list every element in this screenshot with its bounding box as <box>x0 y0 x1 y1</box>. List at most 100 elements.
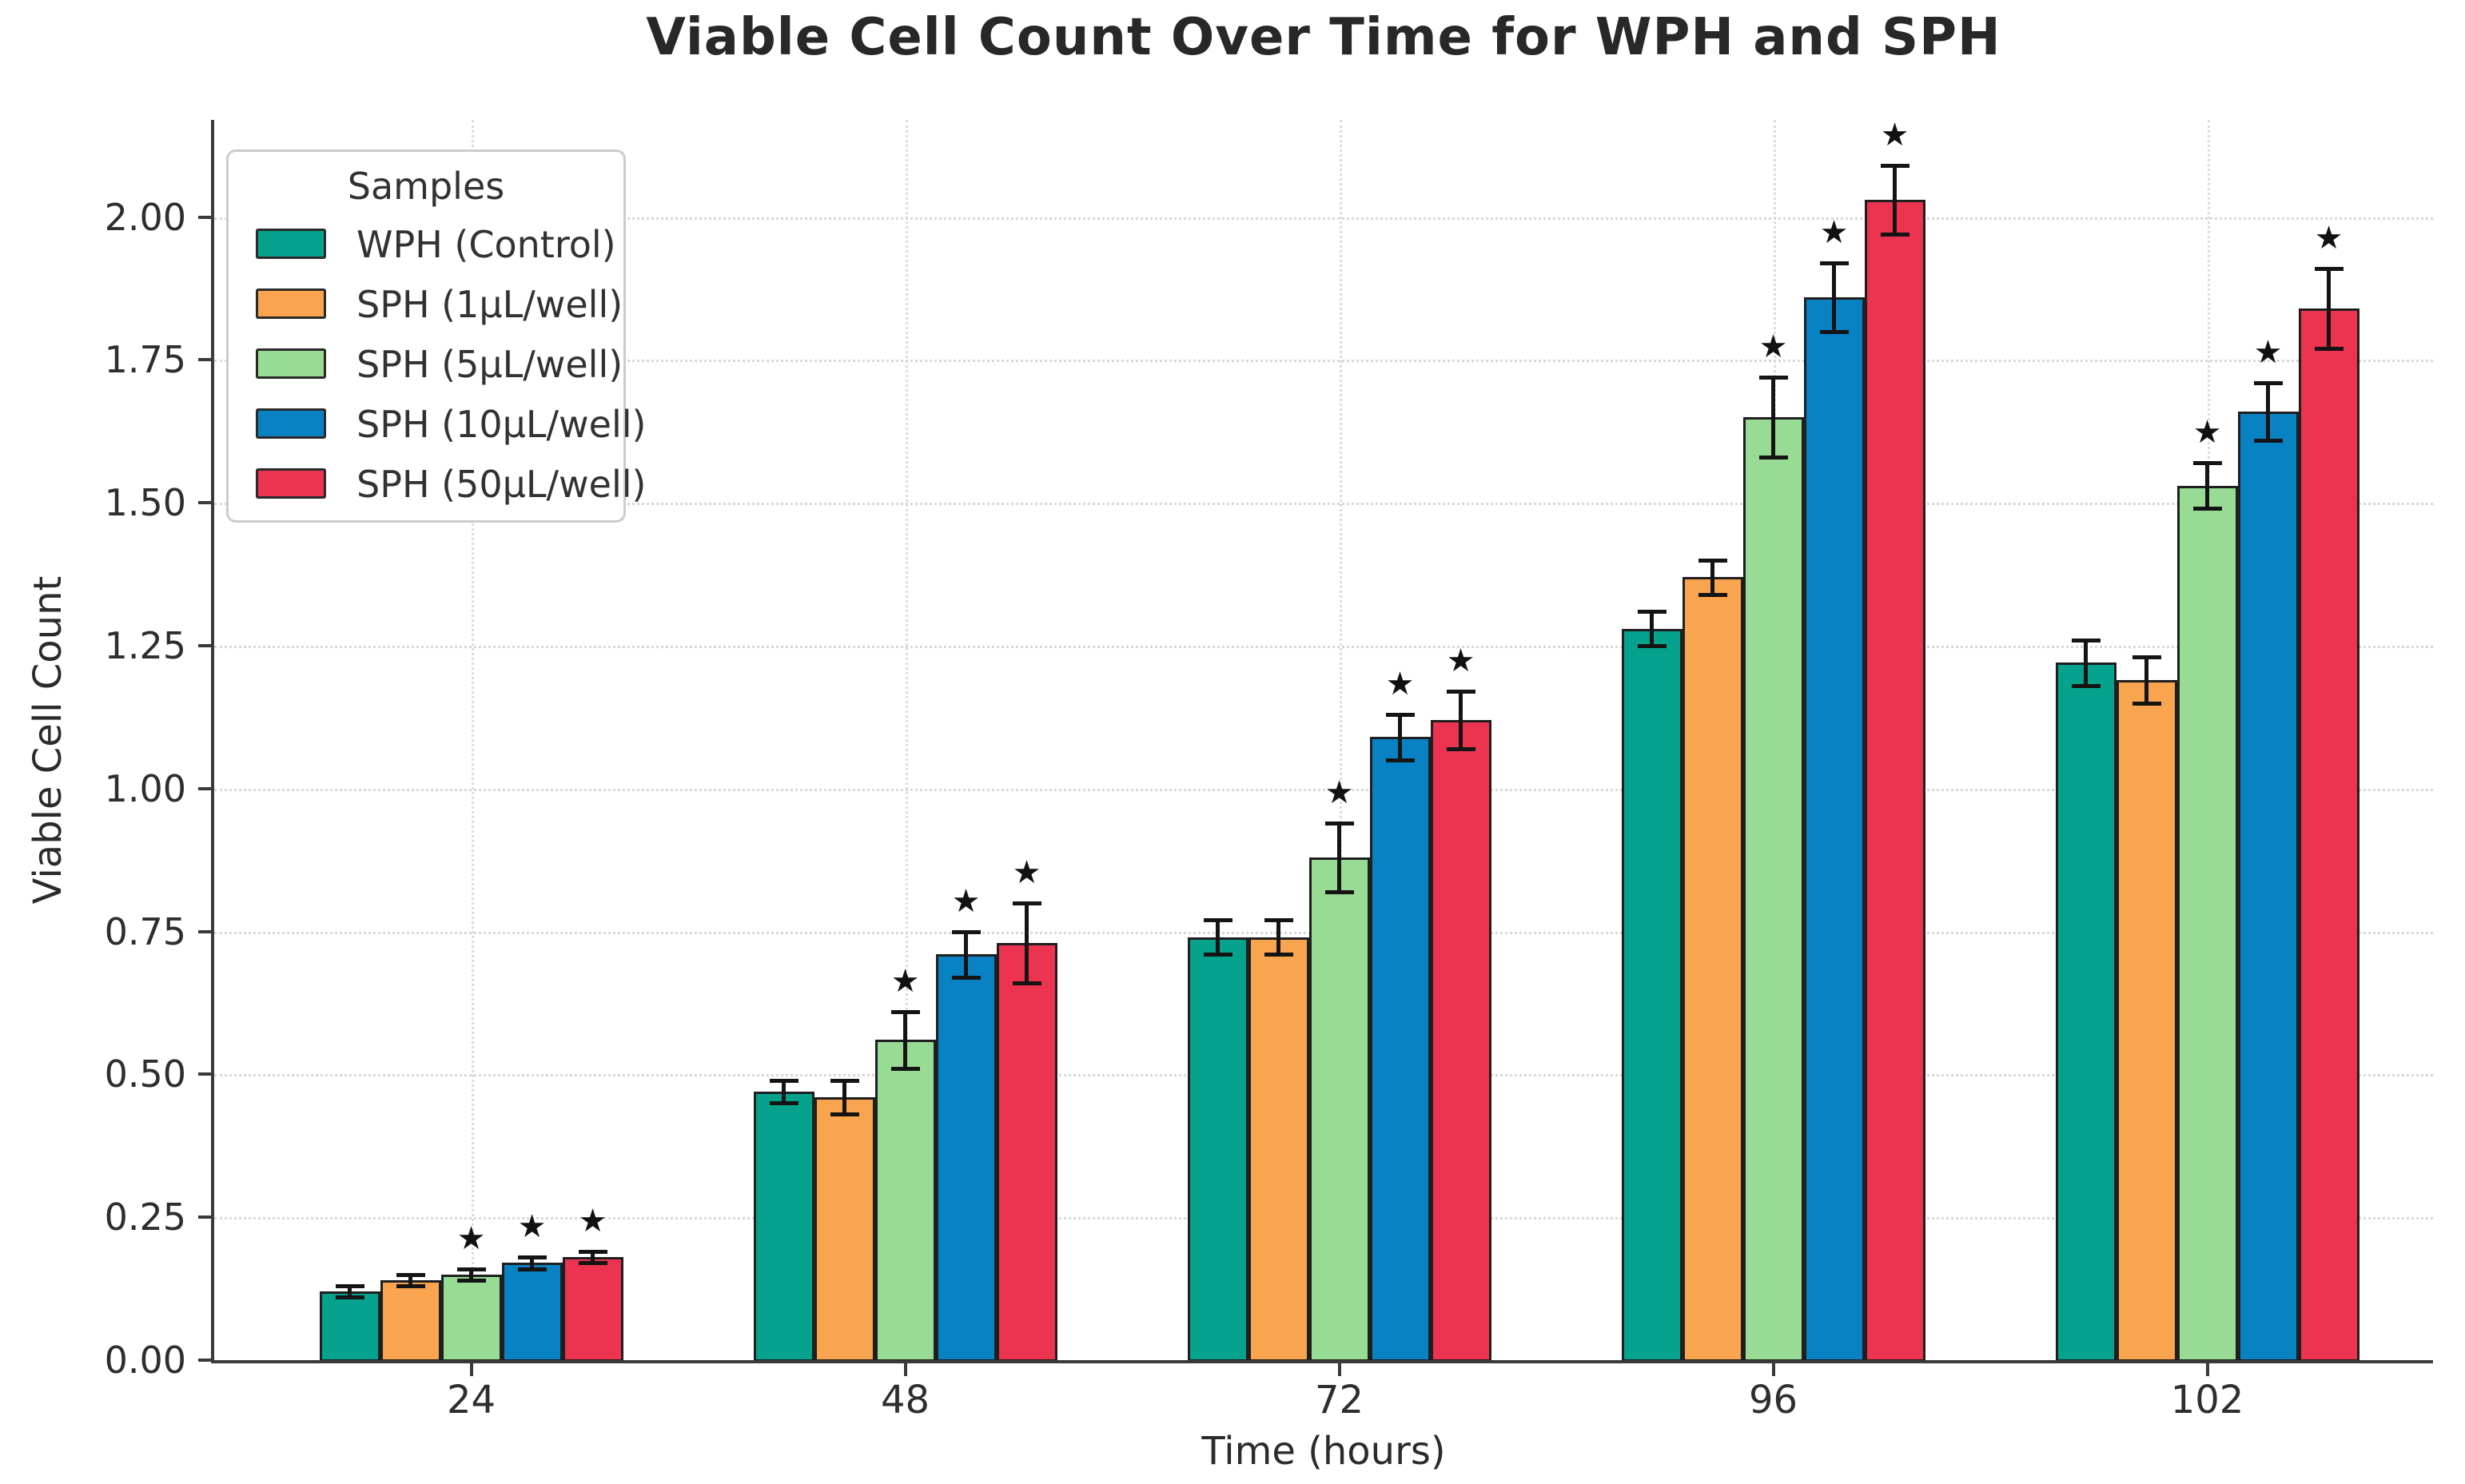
significance-star: ★ <box>1446 643 1475 680</box>
chart-title: Viable Cell Count Over Time for WPH and … <box>646 8 2001 67</box>
bar <box>2116 679 2177 1362</box>
bar <box>1864 200 1925 1362</box>
error-bar <box>2266 382 2270 440</box>
error-bar <box>530 1257 534 1269</box>
y-tick-label: 1.75 <box>104 338 186 382</box>
horizontal-gridline <box>214 360 2433 363</box>
error-bar <box>591 1251 595 1263</box>
error-bar <box>2327 268 2331 349</box>
bar <box>1187 937 1248 1362</box>
bar <box>1369 737 1431 1362</box>
bar <box>1621 628 1682 1362</box>
error-bar <box>1025 902 1029 983</box>
error-bar-cap-bottom <box>1446 746 1475 751</box>
legend-swatch <box>256 348 326 379</box>
error-bar-cap-bottom <box>1012 981 1041 985</box>
error-bar-cap-top <box>890 1009 920 1014</box>
bar <box>1682 577 1743 1362</box>
significance-star: ★ <box>456 1219 486 1257</box>
significance-star: ★ <box>2314 219 2344 257</box>
error-bar-cap-bottom <box>830 1112 859 1117</box>
y-tick-mark <box>198 215 213 219</box>
error-bar <box>842 1080 846 1115</box>
x-tick-mark <box>903 1363 907 1376</box>
error-bar-cap-bottom <box>1637 643 1667 648</box>
error-bar-cap-top <box>830 1078 859 1083</box>
significance-star: ★ <box>1012 853 1041 891</box>
y-tick-label: 1.50 <box>104 481 186 525</box>
bar <box>753 1091 814 1362</box>
legend-label: SPH (10µL/well) <box>356 403 647 446</box>
error-bar <box>1216 920 1220 955</box>
legend-item: SPH (50µL/well) <box>229 462 646 507</box>
error-bar-cap-bottom <box>2071 684 2101 689</box>
error-bar-cap-top <box>1880 164 1909 169</box>
error-bar-cap-top <box>1264 918 1293 923</box>
error-bar <box>1337 822 1341 892</box>
error-bar-cap-bottom <box>456 1278 486 1283</box>
bar <box>1430 719 1491 1362</box>
bar <box>1308 857 1370 1362</box>
legend-title: Samples <box>347 165 505 208</box>
error-bar-cap-top <box>456 1267 486 1271</box>
error-bar-cap-top <box>517 1255 547 1260</box>
bar <box>874 1040 936 1362</box>
error-bar-cap-top <box>2253 380 2283 385</box>
error-bar <box>1398 714 1402 761</box>
legend-item: SPH (5µL/well) <box>229 342 623 387</box>
error-bar-cap-top <box>1819 261 1849 265</box>
error-bar-cap-bottom <box>2192 507 2222 511</box>
y-tick-label: 1.25 <box>104 623 186 667</box>
error-bar <box>469 1268 473 1280</box>
legend-label: SPH (5µL/well) <box>356 343 623 386</box>
error-bar-cap-top <box>951 929 981 934</box>
error-bar-cap-top <box>335 1284 364 1289</box>
y-tick-mark <box>198 358 213 362</box>
significance-star: ★ <box>2253 333 2283 371</box>
legend-label: SPH (1µL/well) <box>356 283 623 326</box>
y-tick-mark <box>198 786 213 790</box>
horizontal-gridline <box>214 645 2433 648</box>
error-bar <box>408 1274 412 1287</box>
error-bar-cap-top <box>396 1272 425 1277</box>
error-bar-cap-bottom <box>890 1067 920 1072</box>
legend-swatch <box>256 229 326 259</box>
legend-label: SPH (50µL/well) <box>356 463 647 506</box>
significance-star: ★ <box>951 882 981 920</box>
error-bar <box>782 1080 786 1104</box>
vertical-gridline <box>471 120 474 1360</box>
legend-item: WPH (Control) <box>229 222 623 267</box>
y-tick-mark <box>198 929 213 933</box>
x-tick-mark <box>1771 1363 1775 1376</box>
error-bar-cap-bottom <box>2314 347 2344 352</box>
bar <box>2237 411 2299 1362</box>
x-tick-mark <box>1337 1363 1341 1376</box>
error-bar <box>903 1011 907 1069</box>
legend-item: SPH (10µL/well) <box>229 402 646 447</box>
bar <box>996 942 1057 1362</box>
bar <box>1742 416 1804 1362</box>
y-tick-label: 0.00 <box>104 1339 186 1382</box>
significance-star: ★ <box>1880 117 1909 154</box>
bar <box>2176 485 2238 1362</box>
horizontal-gridline <box>214 217 2433 220</box>
legend-swatch <box>256 468 326 499</box>
y-tick-mark <box>198 1072 213 1076</box>
bar <box>1803 296 1865 1362</box>
error-bar-cap-bottom <box>1880 233 1909 237</box>
bar <box>440 1274 502 1362</box>
x-axis-label: Time (hours) <box>1201 1429 1446 1474</box>
significance-star: ★ <box>2192 414 2222 452</box>
error-bar-cap-top <box>1324 821 1354 826</box>
error-bar-cap-bottom <box>2132 701 2161 706</box>
bar <box>562 1257 623 1362</box>
error-bar-cap-bottom <box>1819 329 1849 334</box>
error-bar <box>2084 639 2088 686</box>
y-axis-spine <box>211 120 214 1363</box>
x-axis-spine <box>211 1360 2433 1363</box>
error-bar <box>2205 463 2209 509</box>
error-bar-cap-top <box>1203 918 1232 923</box>
error-bar-cap-top <box>1698 558 1727 563</box>
error-bar <box>1459 691 1463 749</box>
